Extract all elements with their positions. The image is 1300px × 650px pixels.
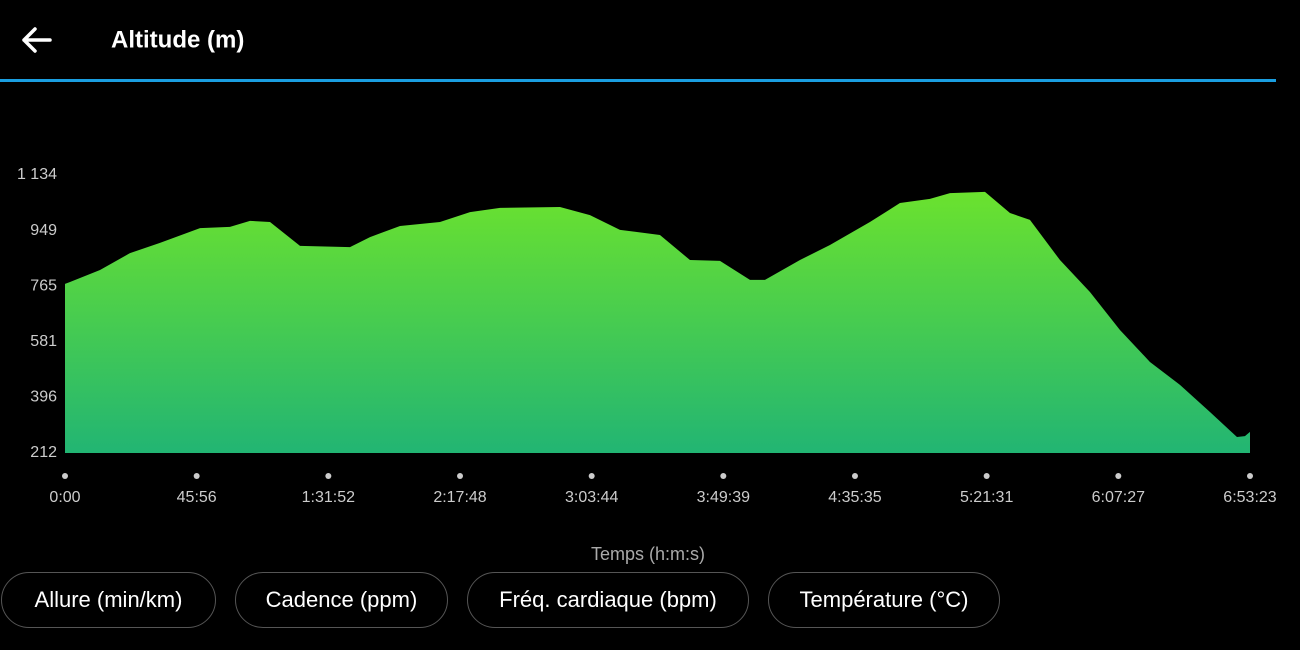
page-title: Altitude (m) <box>111 26 244 53</box>
metric-button[interactable]: Cadence (ppm) <box>235 572 448 628</box>
x-tick-dot <box>62 473 68 479</box>
y-tick-label: 581 <box>30 333 57 350</box>
x-tick-dot <box>983 473 990 479</box>
metric-button[interactable]: Fréq. cardiaque (bpm) <box>467 572 749 628</box>
x-tick-dot <box>588 473 595 479</box>
x-tick-dot <box>1115 473 1122 479</box>
altitude-area <box>65 191 1250 454</box>
x-tick-label: 6:53:23 <box>1223 489 1276 506</box>
y-tick-label: 1 134 <box>17 166 57 183</box>
x-tick-label: 3:49:39 <box>697 489 750 506</box>
y-tick-label: 212 <box>30 444 57 461</box>
metric-button[interactable]: Température (°C) <box>768 572 1000 628</box>
x-tick-label: 1:31:52 <box>302 489 355 506</box>
x-tick-label: 2:17:48 <box>433 489 486 506</box>
y-tick-label: 765 <box>30 277 57 294</box>
metric-button[interactable]: Allure (min/km) <box>1 572 216 628</box>
x-axis-title: Temps (h:m:s) <box>591 544 705 564</box>
x-tick-label: 6:07:27 <box>1092 489 1145 506</box>
header-divider <box>0 79 1276 82</box>
chart: Altitude (m) Temps (h:m:s) 212 396 581 765 9… <box>0 26 1277 564</box>
x-tick-dot <box>851 473 858 479</box>
x-tick-dot <box>193 473 200 479</box>
x-tick-label: 4:35:35 <box>828 489 881 506</box>
x-tick-dot <box>720 473 727 479</box>
x-tick-dot <box>325 473 332 479</box>
x-tick-label: 3:03:44 <box>565 489 618 506</box>
y-tick-label: 396 <box>30 389 57 406</box>
back-button[interactable] <box>22 27 52 53</box>
x-tick-dot <box>457 473 464 479</box>
x-tick-label: 45:56 <box>177 489 217 506</box>
x-tick-label: 0:00 <box>49 489 80 506</box>
x-tick-dot <box>1247 473 1253 479</box>
x-tick-label: 5:21:31 <box>960 489 1013 506</box>
y-tick-label: 949 <box>30 222 57 239</box>
